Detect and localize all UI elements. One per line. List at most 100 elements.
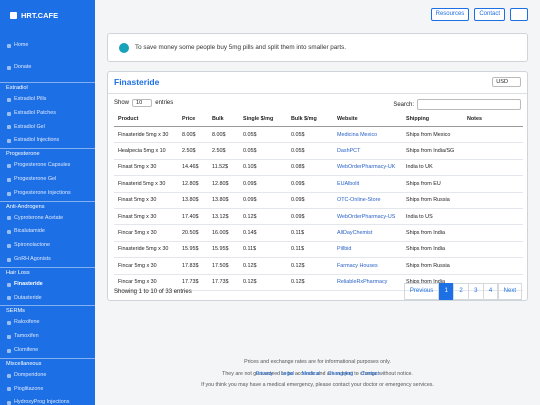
nav-link[interactable]: Spironolactone — [0, 239, 95, 253]
column-header[interactable]: Single $/mg — [239, 112, 287, 127]
table-cell: 17.73$ — [178, 274, 208, 291]
column-header[interactable]: Price — [178, 112, 208, 127]
table-cell: Finast 5mg x 30 — [114, 208, 178, 226]
cell-text: 15.95$ — [182, 246, 199, 253]
top-button[interactable]: Resources — [430, 8, 470, 21]
website-link[interactable]: Pillbid — [337, 246, 352, 253]
nav-link[interactable]: Estradiol Patches — [0, 107, 95, 121]
brand[interactable]: HRT.CAFE — [10, 11, 58, 20]
footer-link[interactable]: Medical — [301, 370, 320, 377]
nav-link[interactable]: Domperidone — [0, 369, 95, 383]
nav-link[interactable]: Dutasteride — [0, 292, 95, 306]
column-header[interactable]: Website — [333, 112, 402, 127]
nav-link[interactable]: Bicalutamide — [0, 225, 95, 239]
table-cell: 11.52$ — [208, 159, 239, 177]
table-row: Finasteride 5mg x 30 8.00$ 8.00$ 0.05$ 0.05$… — [114, 126, 523, 144]
column-header[interactable]: Bulk — [208, 112, 239, 127]
website-link[interactable]: EUAlbolit — [337, 180, 360, 187]
website-link[interactable]: AllDayChemist — [337, 230, 373, 237]
footer-link[interactable]: Legal — [280, 370, 294, 377]
nav-icon — [7, 348, 11, 353]
nav-link[interactable]: Raloxifene — [0, 316, 95, 330]
table-cell: 8.00$ — [208, 126, 239, 144]
table-cell: EUAlbolit — [333, 175, 402, 193]
footer-link[interactable]: Privacy — [255, 370, 274, 377]
table-cell: 0.12$ — [287, 257, 333, 275]
nav-link[interactable]: Clomifene — [0, 344, 95, 358]
nav-text: Pioglitazone — [14, 385, 44, 392]
nav-icon — [7, 97, 11, 102]
nav-text: HydroxyProg Injections — [14, 399, 70, 405]
page-button[interactable]: 3 — [468, 283, 484, 300]
cell-text: Ships from Mexico — [406, 131, 451, 138]
nav-link[interactable]: Home — [0, 39, 95, 53]
nav-icon — [7, 387, 11, 392]
table-cell: Ships from Russia — [402, 192, 463, 209]
nav-text: Estradiol Pills — [14, 96, 47, 102]
cell-text: Ships from India — [406, 246, 445, 253]
column-header[interactable]: Shipping — [402, 112, 463, 127]
table-cell: 16.00$ — [208, 224, 239, 242]
page-button[interactable]: 1 — [438, 283, 454, 300]
cell-text: 16.00$ — [212, 230, 229, 237]
nav-link[interactable]: Pioglitazone — [0, 383, 95, 397]
nav-link[interactable]: HydroxyProg Injections — [0, 396, 95, 405]
page-size-select[interactable]: 10 — [132, 99, 153, 107]
nav-link[interactable]: Estradiol Injections — [0, 134, 95, 148]
nav-link[interactable]: Estradiol Pills — [0, 93, 95, 107]
website-link[interactable]: WebOrderPharmacy-US — [337, 213, 396, 220]
table-row: Fincar 5mg x 30 17.73$ 17.73$ 0.12$ 0.12$ Rel… — [114, 274, 523, 291]
currency-select[interactable]: USD — [492, 77, 521, 87]
nav-link[interactable]: Progesterone Gel — [0, 173, 95, 187]
table-cell: 0.05$ — [239, 126, 287, 144]
table-cell: 0.11$ — [287, 224, 333, 242]
nav-link[interactable]: Finasteride — [0, 278, 95, 292]
table-cell: WebOrderPharmacy-US — [333, 208, 402, 226]
table-cell: 13.80$ — [178, 192, 208, 209]
website-link[interactable]: DashPCT — [337, 148, 361, 155]
nav-link[interactable]: GnRH Agonists — [0, 253, 95, 267]
website-link[interactable]: OTC-Online-Store — [337, 197, 381, 204]
page-button[interactable]: 4 — [482, 283, 499, 300]
table-row: Fincar 5mg x 30 20.50$ 16.00$ 0.14$ 0.11$ All… — [114, 224, 523, 242]
top-button[interactable]: Contact — [474, 8, 505, 21]
alert-text: To save money some people buy 5mg pills … — [135, 44, 347, 51]
website-link[interactable]: WebOrderPharmacy-UK — [337, 164, 396, 171]
theme-toggle[interactable] — [510, 8, 528, 21]
nav-icon — [7, 216, 11, 221]
website-link[interactable]: Medicina Mexico — [337, 131, 378, 138]
website-link[interactable]: ReliableRxPharmacy — [337, 279, 388, 286]
table-cell: 0.09$ — [239, 175, 287, 193]
nav-link[interactable]: Tamoxifen — [0, 330, 95, 344]
nav-link[interactable]: Estradiol Gel — [0, 121, 95, 135]
table-cell: Fincar 5mg x 30 — [114, 257, 178, 275]
table-cell: 0.09$ — [287, 192, 333, 209]
page-button[interactable]: 2 — [453, 283, 469, 300]
nav-link[interactable]: Progesterone Capsules — [0, 159, 95, 173]
cell-text: 0.08$ — [291, 164, 305, 171]
cell-text: Finast 5mg x 30 — [118, 164, 157, 171]
table-cell: 2.50$ — [208, 142, 239, 160]
page-button[interactable]: Next — [497, 283, 522, 300]
column-header[interactable]: Bulk $/mg — [287, 112, 333, 127]
table-cell: 0.12$ — [239, 257, 287, 275]
pagination: Previous 1 2 3 4 Next — [403, 283, 522, 300]
column-header[interactable]: Notes — [463, 112, 523, 127]
nav-link[interactable]: Donate — [0, 61, 95, 75]
table-cell: 8.00$ — [178, 126, 208, 144]
footer-link[interactable]: Changelog — [327, 370, 354, 377]
footer-link[interactable]: Contact — [361, 370, 380, 377]
page-button[interactable]: Previous — [403, 283, 440, 300]
website-link[interactable]: Farmacy Houses — [337, 262, 378, 269]
cell-text: Ships from Russia — [406, 197, 450, 204]
table-cell: 15.95$ — [208, 241, 239, 259]
cell-text: 0.10$ — [243, 164, 257, 171]
nav-text: Dutasteride — [14, 294, 42, 301]
column-header[interactable]: Product — [114, 112, 178, 127]
separator: · — [356, 370, 359, 377]
table-cell: WebOrderPharmacy-UK — [333, 159, 402, 177]
search-input[interactable] — [417, 99, 521, 110]
nav-link[interactable]: Progesterone Injections — [0, 187, 95, 201]
cell-text: 13.12$ — [212, 213, 229, 220]
nav-link[interactable]: Cyproterone Acetate — [0, 212, 95, 226]
